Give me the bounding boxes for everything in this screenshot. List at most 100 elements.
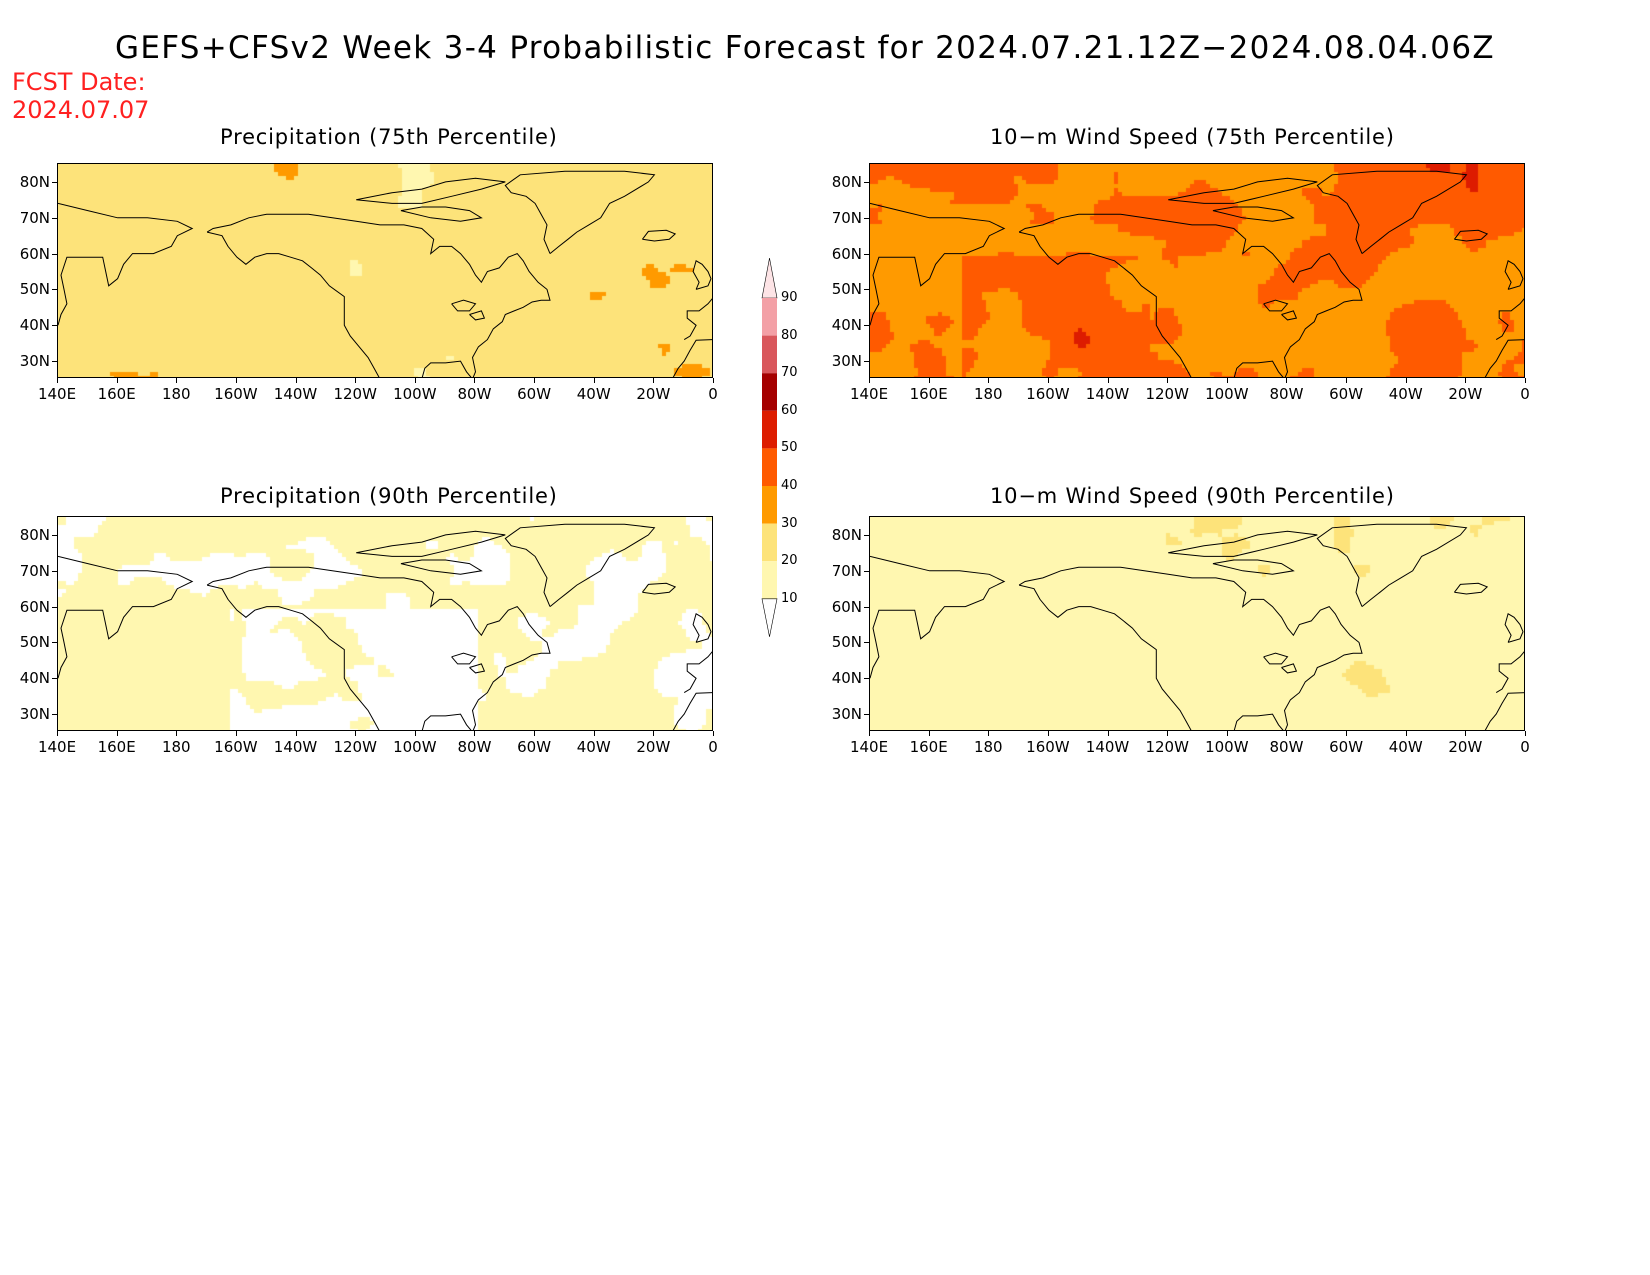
colorbar-label: 10 [781,590,798,606]
longitude-tick [295,731,297,736]
coastline [451,652,477,665]
coastline [870,202,1006,326]
coastline [1212,559,1295,575]
latitude-tick [52,535,57,536]
colorbar-graphic [761,257,778,637]
coastline [1263,299,1289,312]
coastline [356,177,506,204]
latitude-tick [864,325,869,327]
coastline [58,202,194,326]
longitude-tick [869,731,870,736]
longitude-label: 20W [1448,738,1483,756]
coastline [692,613,712,643]
latitude-tick [52,570,57,572]
longitude-tick [653,731,655,736]
probability-field [58,517,712,730]
coastline [1018,231,1192,377]
latitude-label: 70N [19,561,50,580]
latitude-tick [864,714,869,715]
longitude-tick [988,731,990,736]
latitude-label: 40N [831,669,862,688]
longitude-label: 20W [636,738,671,756]
coastline [1168,177,1318,204]
latitude-label: 50N [831,280,862,299]
longitude-label: 140W [273,385,318,403]
coastline [1484,692,1524,730]
panel-title-precip-75: Precipitation (75th Percentile) [220,125,558,149]
longitude-tick [1107,731,1109,736]
longitude-tick [116,378,118,383]
latitude-tick [864,253,869,255]
colorbar-label: 50 [781,440,798,456]
coastline [672,339,712,377]
coastline [206,213,551,377]
longitude-tick [1047,731,1049,736]
longitude-label: 100W [393,385,437,403]
latitude-tick [52,182,57,183]
longitude-tick [235,731,237,736]
coastline [469,663,486,674]
colorbar-segment [762,523,777,562]
coastline [1454,582,1489,595]
latitude-tick [52,217,57,219]
colorbar-segment [762,410,777,449]
longitude-tick [1346,731,1348,736]
coastline [451,299,477,312]
colorbar-label: 30 [781,515,798,531]
colorbar-segment [762,561,777,599]
longitude-label: 160W [1026,738,1070,756]
longitude-label: 60W [1329,738,1364,756]
coastline-overlay [870,170,1524,377]
latitude-label: 30N [831,705,862,723]
longitude-tick [653,378,655,383]
longitude-label: 160W [214,738,258,756]
longitude-tick [414,378,416,383]
latitude-label: 30N [831,352,862,370]
panel-title-wind-75: 10−m Wind Speed (75th Percentile) [990,125,1395,149]
colorbar-label: 60 [781,402,798,418]
longitude-tick [1465,378,1467,383]
colorbar-segment [762,486,777,524]
longitude-tick [869,378,870,383]
longitude-tick [176,731,178,736]
latitude-label: 50N [831,633,862,652]
longitude-label: 60W [517,385,552,403]
latitude-label: 50N [19,280,50,299]
latitude-tick [864,289,869,291]
map-wind-75 [869,163,1525,378]
colorbar-segment [762,373,777,411]
latitude-label: 40N [19,669,50,688]
longitude-tick [1465,731,1467,736]
coastline [1454,229,1489,242]
longitude-label: 160E [909,385,948,403]
latitude-tick [52,714,57,715]
coastline [1316,523,1468,607]
longitude-label: 140E [37,385,77,403]
coastline [1504,613,1524,643]
coastline [356,530,506,557]
longitude-tick [474,378,476,383]
longitude-tick [176,378,178,383]
longitude-label: 180 [973,738,1003,756]
latitude-tick [52,361,57,362]
coastline [1168,530,1318,557]
panel-title-wind-90: 10−m Wind Speed (90th Percentile) [990,484,1395,508]
longitude-label: 140E [849,738,889,756]
coastline [683,298,712,341]
longitude-tick [1405,378,1407,383]
longitude-tick [1226,378,1228,383]
map-precip-90 [57,516,713,731]
latitude-label: 60N [831,597,862,616]
longitude-label: 20W [1448,385,1483,403]
latitude-label: 40N [19,316,50,335]
latitude-label: 80N [831,173,862,191]
longitude-tick [235,378,237,383]
coastline [206,566,551,730]
coastline [58,555,194,679]
coastline [1484,339,1524,377]
longitude-tick [928,731,930,736]
coastline [469,310,486,321]
coastline [1281,663,1298,674]
coastline [1263,652,1289,665]
colorbar-label: 80 [781,327,798,343]
